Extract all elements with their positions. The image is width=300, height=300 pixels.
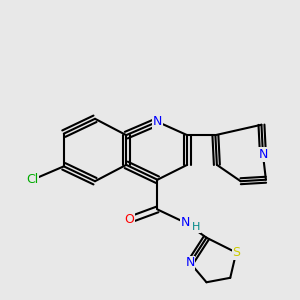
Text: N: N xyxy=(153,115,162,128)
Text: H: H xyxy=(192,222,200,232)
Text: Cl: Cl xyxy=(26,173,39,186)
Text: S: S xyxy=(232,246,240,259)
Text: N: N xyxy=(185,256,195,269)
Text: O: O xyxy=(124,213,134,226)
Text: N: N xyxy=(181,216,190,229)
Text: N: N xyxy=(258,148,268,161)
